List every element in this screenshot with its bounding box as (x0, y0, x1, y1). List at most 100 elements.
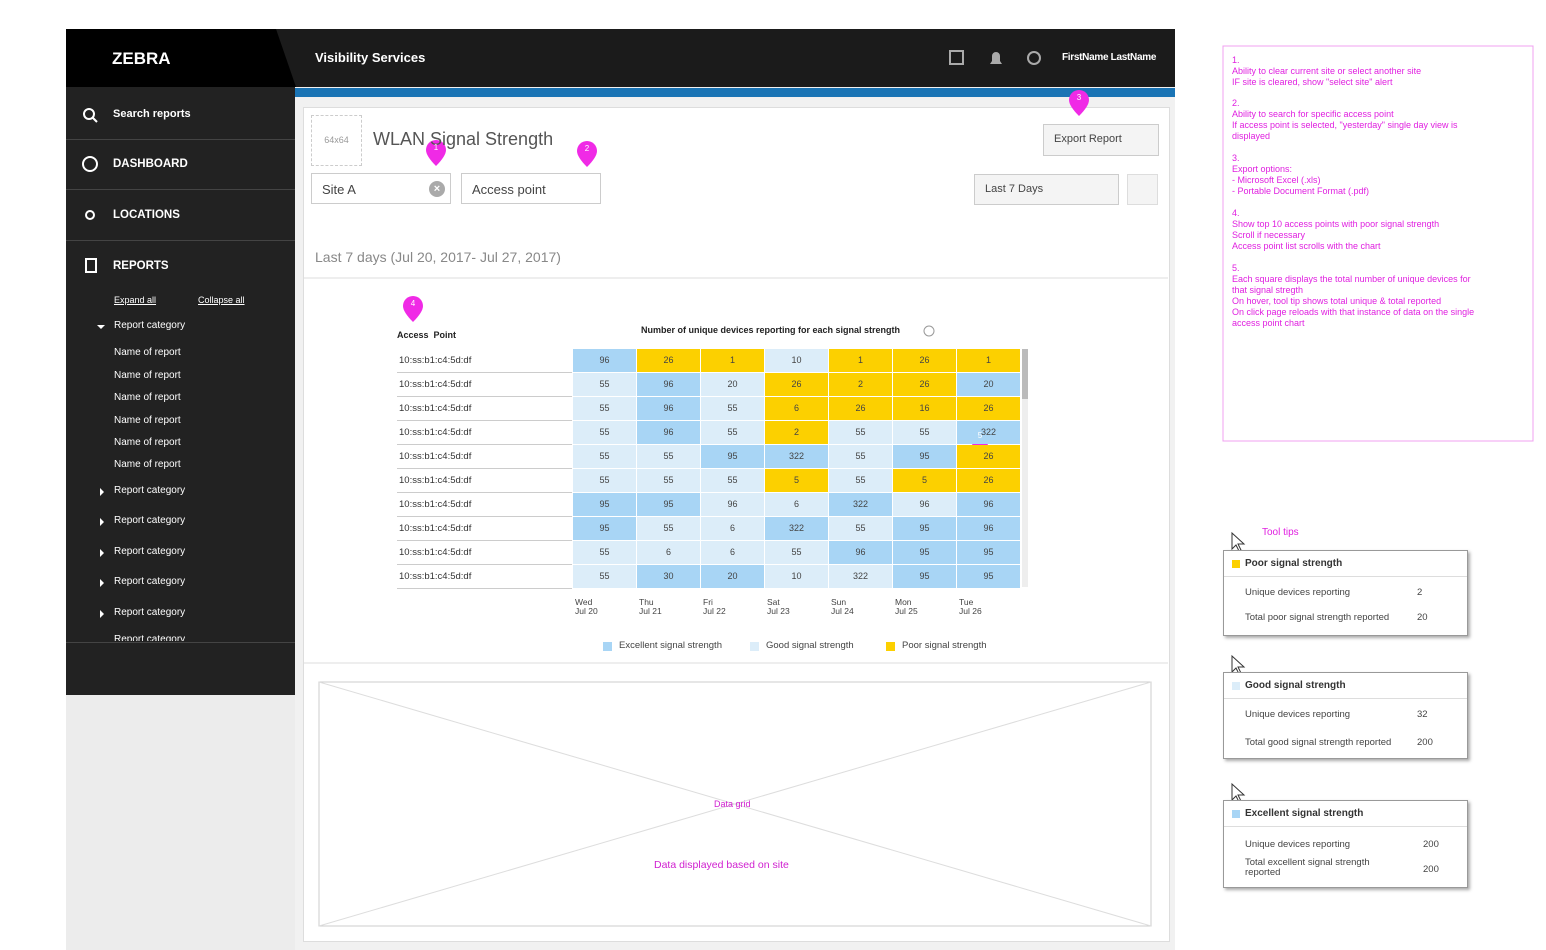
day-label: Mon (895, 597, 912, 607)
heatmap-cell[interactable]: 6 (765, 397, 828, 420)
heatmap-cell[interactable]: 96 (893, 493, 956, 516)
heatmap-cell[interactable]: 95 (573, 517, 636, 540)
heatmap-cell[interactable]: 55 (573, 421, 636, 444)
heatmap-cell[interactable]: 96 (957, 493, 1020, 516)
tooltip-row-value: 32 (1417, 709, 1428, 720)
heatmap-cell[interactable]: 322 (957, 421, 1020, 444)
heatmap-cell[interactable]: 6 (701, 541, 764, 564)
heatmap-cell[interactable]: 96 (957, 517, 1020, 540)
heatmap-cell[interactable]: 55 (829, 517, 892, 540)
heatmap-cell[interactable]: 1 (701, 349, 764, 372)
heatmap-cell[interactable]: 55 (573, 565, 636, 588)
heatmap-cell[interactable]: 16 (893, 397, 956, 420)
note-line: On hover, tool tip shows total unique & … (1232, 296, 1442, 306)
access-point-label: 10:ss:b1:c4:5d:df (399, 523, 472, 534)
heatmap-cell[interactable]: 26 (637, 349, 700, 372)
heatmap-cell[interactable]: 6 (701, 517, 764, 540)
heatmap-cell[interactable]: 55 (701, 421, 764, 444)
heatmap-cell[interactable]: 20 (701, 373, 764, 396)
scrollbar (1022, 349, 1028, 587)
heatmap-cell[interactable]: 55 (637, 445, 700, 468)
heatmap-cell[interactable]: 96 (829, 541, 892, 564)
heatmap-cell[interactable]: 26 (957, 445, 1020, 468)
heatmap-cell[interactable]: 55 (573, 541, 636, 564)
heatmap-cell[interactable]: 55 (829, 445, 892, 468)
heatmap-cell[interactable]: 96 (701, 493, 764, 516)
tooltips-label: Tool tips (1262, 527, 1299, 538)
heatmap-cell[interactable]: 20 (701, 565, 764, 588)
heatmap-cell[interactable]: 2 (829, 373, 892, 396)
heatmap-cell[interactable]: 26 (765, 373, 828, 396)
heatmap-cell[interactable]: 55 (573, 373, 636, 396)
heatmap-cell[interactable]: 55 (701, 469, 764, 492)
heatmap-cell[interactable]: 26 (957, 397, 1020, 420)
legend-swatch (603, 642, 612, 651)
heatmap-cell[interactable]: 6 (765, 493, 828, 516)
heatmap-cell[interactable]: 55 (573, 445, 636, 468)
heatmap-cell[interactable]: 95 (893, 541, 956, 564)
heatmap-cell[interactable]: 55 (829, 421, 892, 444)
heatmap-cell[interactable]: 10 (765, 349, 828, 372)
heatmap-cell[interactable]: 55 (765, 541, 828, 564)
note-line: 2. (1232, 98, 1240, 108)
export-button[interactable]: Export Report (1043, 124, 1159, 156)
scroll-thumb (1022, 349, 1028, 399)
heatmap-cell[interactable]: 96 (637, 373, 700, 396)
heatmap-cell[interactable]: 55 (637, 469, 700, 492)
heatmap-cell[interactable]: 95 (893, 565, 956, 588)
heatmap-cell[interactable]: 322 (765, 445, 828, 468)
heatmap-cell[interactable]: 20 (957, 373, 1020, 396)
heatmap-cell[interactable]: 95 (701, 445, 764, 468)
heatmap-cell[interactable]: 96 (637, 397, 700, 420)
caret (100, 610, 104, 618)
heatmap-cell[interactable]: 26 (957, 469, 1020, 492)
heatmap-cell[interactable]: 6 (637, 541, 700, 564)
heatmap-cell[interactable]: 55 (573, 397, 636, 420)
note-line: Export options: (1232, 164, 1293, 174)
note-line: Show top 10 access points with poor sign… (1232, 219, 1440, 229)
heatmap-cell[interactable]: 95 (957, 565, 1020, 588)
heatmap-cell[interactable]: 95 (893, 517, 956, 540)
heatmap-cell[interactable]: 55 (701, 397, 764, 420)
heatmap-cell[interactable]: 95 (573, 493, 636, 516)
marker-pin (577, 141, 597, 167)
heatmap-cell[interactable]: 26 (893, 349, 956, 372)
heatmap-cell[interactable]: 30 (637, 565, 700, 588)
heatmap-cell[interactable]: 5 (893, 469, 956, 492)
row-divider (397, 588, 572, 589)
heatmap-cell[interactable]: 95 (957, 541, 1020, 564)
site-input-text: Site A (322, 182, 356, 197)
heatmap-cell[interactable]: 95 (893, 445, 956, 468)
heatmap-cell[interactable]: 95 (637, 493, 700, 516)
heatmap-cell[interactable]: 2 (765, 421, 828, 444)
heatmap-cell[interactable]: 96 (573, 349, 636, 372)
heatmap-cell[interactable]: 55 (829, 469, 892, 492)
calendar-button[interactable] (1127, 174, 1158, 205)
row-divider (397, 444, 572, 445)
note-line: IF site is cleared, show "select site" a… (1232, 77, 1393, 87)
tooltip-swatch (1232, 682, 1240, 690)
legend-swatch (886, 642, 895, 651)
heatmap-cell[interactable]: 322 (765, 517, 828, 540)
accent-bar (295, 88, 1175, 97)
heatmap-cell[interactable]: 10 (765, 565, 828, 588)
data-grid-box (318, 681, 1152, 927)
heatmap-cell[interactable]: 26 (893, 373, 956, 396)
heatmap-cell[interactable]: 1 (957, 349, 1020, 372)
heatmap-cell[interactable]: 26 (829, 397, 892, 420)
caret (100, 549, 104, 557)
heatmap-cell[interactable]: 96 (637, 421, 700, 444)
heatmap-cell[interactable]: 1 (829, 349, 892, 372)
heatmap-cell[interactable]: 5 (765, 469, 828, 492)
heatmap-cell[interactable]: 55 (893, 421, 956, 444)
nav-item: REPORTS (113, 260, 169, 272)
period-label: Last 7 days (Jul 20, 2017- Jul 27, 2017) (315, 249, 561, 265)
heatmap-cell[interactable]: 322 (829, 565, 892, 588)
note-line: 1. (1232, 55, 1240, 65)
bell-icon (990, 52, 1002, 64)
heatmap-cell[interactable]: 55 (637, 517, 700, 540)
date-range-dropdown[interactable]: Last 7 Days (974, 174, 1119, 205)
heatmap-cell[interactable]: 322 (829, 493, 892, 516)
heatmap-cell[interactable]: 55 (573, 469, 636, 492)
